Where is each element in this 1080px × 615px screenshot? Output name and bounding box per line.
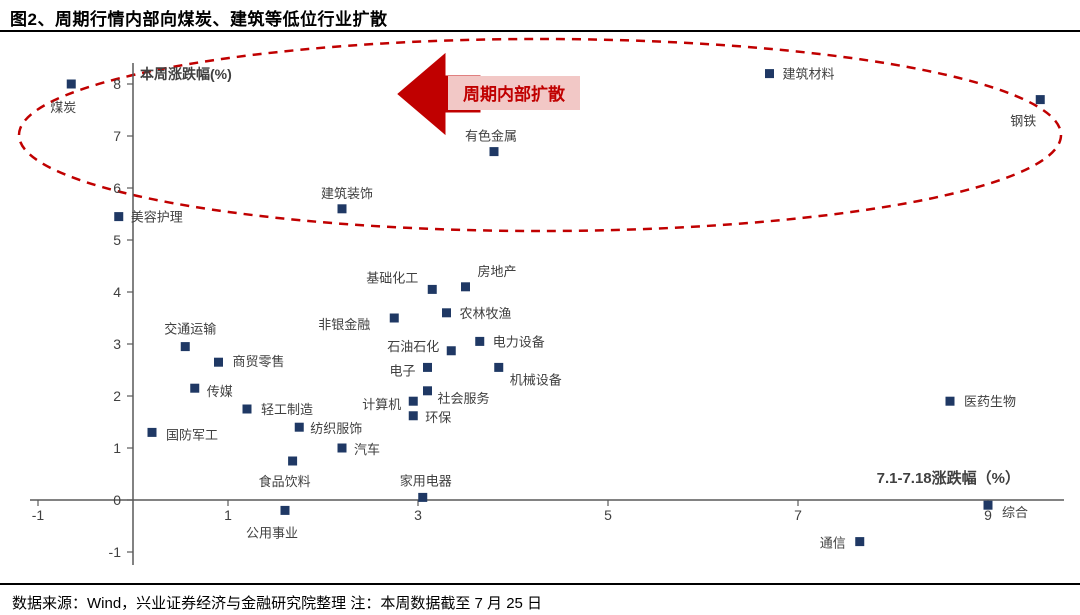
annotation-bg (448, 76, 580, 110)
figure-title: 图2、周期行情内部向煤炭、建筑等低位行业扩散 (10, 10, 388, 29)
x-tick-label: 3 (414, 507, 422, 523)
point-label: 交通运输 (164, 322, 216, 337)
point-label: 电力设备 (493, 334, 545, 349)
highlight-ellipse (17, 37, 1063, 233)
point-label: 国防军工 (166, 427, 218, 442)
point-label: 食品饮料 (259, 474, 311, 489)
point-label: 煤炭 (50, 100, 76, 115)
y-tick-label: 8 (113, 76, 121, 92)
annotation-label: 周期内部扩散 (463, 84, 566, 104)
y-tick-label: 5 (113, 232, 121, 248)
scatter-point (446, 346, 456, 356)
y-tick-label: -1 (109, 544, 122, 560)
scatter-point (423, 362, 432, 372)
title-divider (0, 30, 1080, 32)
x-tick-label: 5 (604, 507, 612, 523)
point-label: 社会服务 (438, 391, 490, 406)
x-tick-label: 9 (984, 507, 992, 523)
scatter-point (427, 284, 437, 294)
point-label: 通信 (820, 536, 846, 551)
scatter-point (408, 396, 418, 406)
scatter-chart-canvas: 8 7 6 5 4 3 2 1 0 -1 -1 1 3 5 7 9 本周涨跌幅(%) 7.1-7.18涨跌幅（%）… (17, 37, 1064, 565)
scatter-chart: 8 7 6 5 4 3 2 1 0 -1 -1 1 3 5 7 9 本周涨跌幅(%) 7.1-7.18涨跌幅（%）… (0, 30, 1080, 583)
y-tick-label: 1 (113, 440, 121, 456)
point-label: 农林牧渔 (460, 306, 512, 321)
source-note: 数据来源：Wind，兴业证券经济与金融研究院整理 注：本周数据截至 7 月 25… (12, 595, 543, 612)
point-label: 综合 (1002, 505, 1028, 520)
point-label: 钢铁 (1010, 114, 1036, 129)
y-tick-label: 7 (113, 128, 121, 144)
point-label: 环保 (425, 410, 451, 425)
point-label: 轻工制造 (261, 402, 313, 417)
scatter-point (418, 492, 428, 502)
point-label: 医药生物 (964, 394, 1016, 409)
point-label: 纺织服饰 (310, 421, 362, 436)
scatter-point (423, 386, 432, 396)
scatter-point (114, 212, 124, 222)
y-tick-label: 4 (113, 284, 121, 300)
y-tick-label: 3 (113, 336, 121, 352)
point-label: 家用电器 (400, 473, 452, 488)
scatter-point (983, 500, 993, 510)
scatter-point (475, 336, 485, 346)
x-axis-title: 7.1-7.18涨跌幅（%） (877, 469, 1020, 487)
scatter-point (190, 383, 200, 393)
scatter-point (945, 396, 955, 406)
scatter-point (855, 537, 865, 547)
point-label: 房地产 (478, 264, 517, 279)
point-label: 有色金属 (465, 129, 517, 144)
scatter-point (66, 79, 76, 89)
scatter-point (408, 411, 418, 421)
x-tick-label: 1 (224, 507, 232, 523)
point-label: 机械设备 (510, 372, 562, 387)
x-tick-label: 7 (794, 507, 802, 523)
scatter-point (180, 342, 190, 352)
x-tick-label: -1 (32, 507, 45, 523)
y-tick-label: 0 (113, 492, 121, 508)
point-label: 电子 (389, 363, 415, 378)
point-label: 传媒 (207, 384, 233, 399)
y-tick-label: 6 (113, 180, 121, 196)
scatter-point (1035, 95, 1045, 105)
point-label: 建筑装饰 (321, 186, 373, 201)
scatter-point (294, 422, 304, 432)
y-axis-title: 本周涨跌幅(%) (140, 66, 232, 82)
scatter-point (461, 282, 470, 292)
scatter-point (442, 308, 451, 318)
point-label: 计算机 (362, 397, 401, 412)
scatter-point (242, 404, 252, 414)
point-label: 非银金融 (318, 317, 370, 332)
point-label: 石油石化 (387, 339, 439, 354)
scatter-point (214, 357, 223, 367)
scatter-point (147, 427, 157, 437)
y-tick-label: 2 (113, 388, 121, 404)
footer-divider (0, 583, 1080, 585)
scatter-point (288, 456, 298, 466)
scatter-point (489, 147, 499, 157)
point-label: 商贸零售 (233, 354, 285, 369)
scatter-point (280, 505, 290, 515)
scatter-point (337, 204, 347, 214)
scatter-point (337, 443, 347, 453)
scatter-point (494, 362, 504, 372)
point-label: 建筑材料 (783, 67, 835, 82)
point-label: 公用事业 (246, 525, 298, 540)
point-label: 基础化工 (366, 270, 418, 285)
scatter-point (389, 313, 399, 323)
point-label: 美容护理 (131, 210, 183, 225)
point-label: 汽车 (354, 442, 380, 457)
scatter-point (765, 69, 774, 79)
